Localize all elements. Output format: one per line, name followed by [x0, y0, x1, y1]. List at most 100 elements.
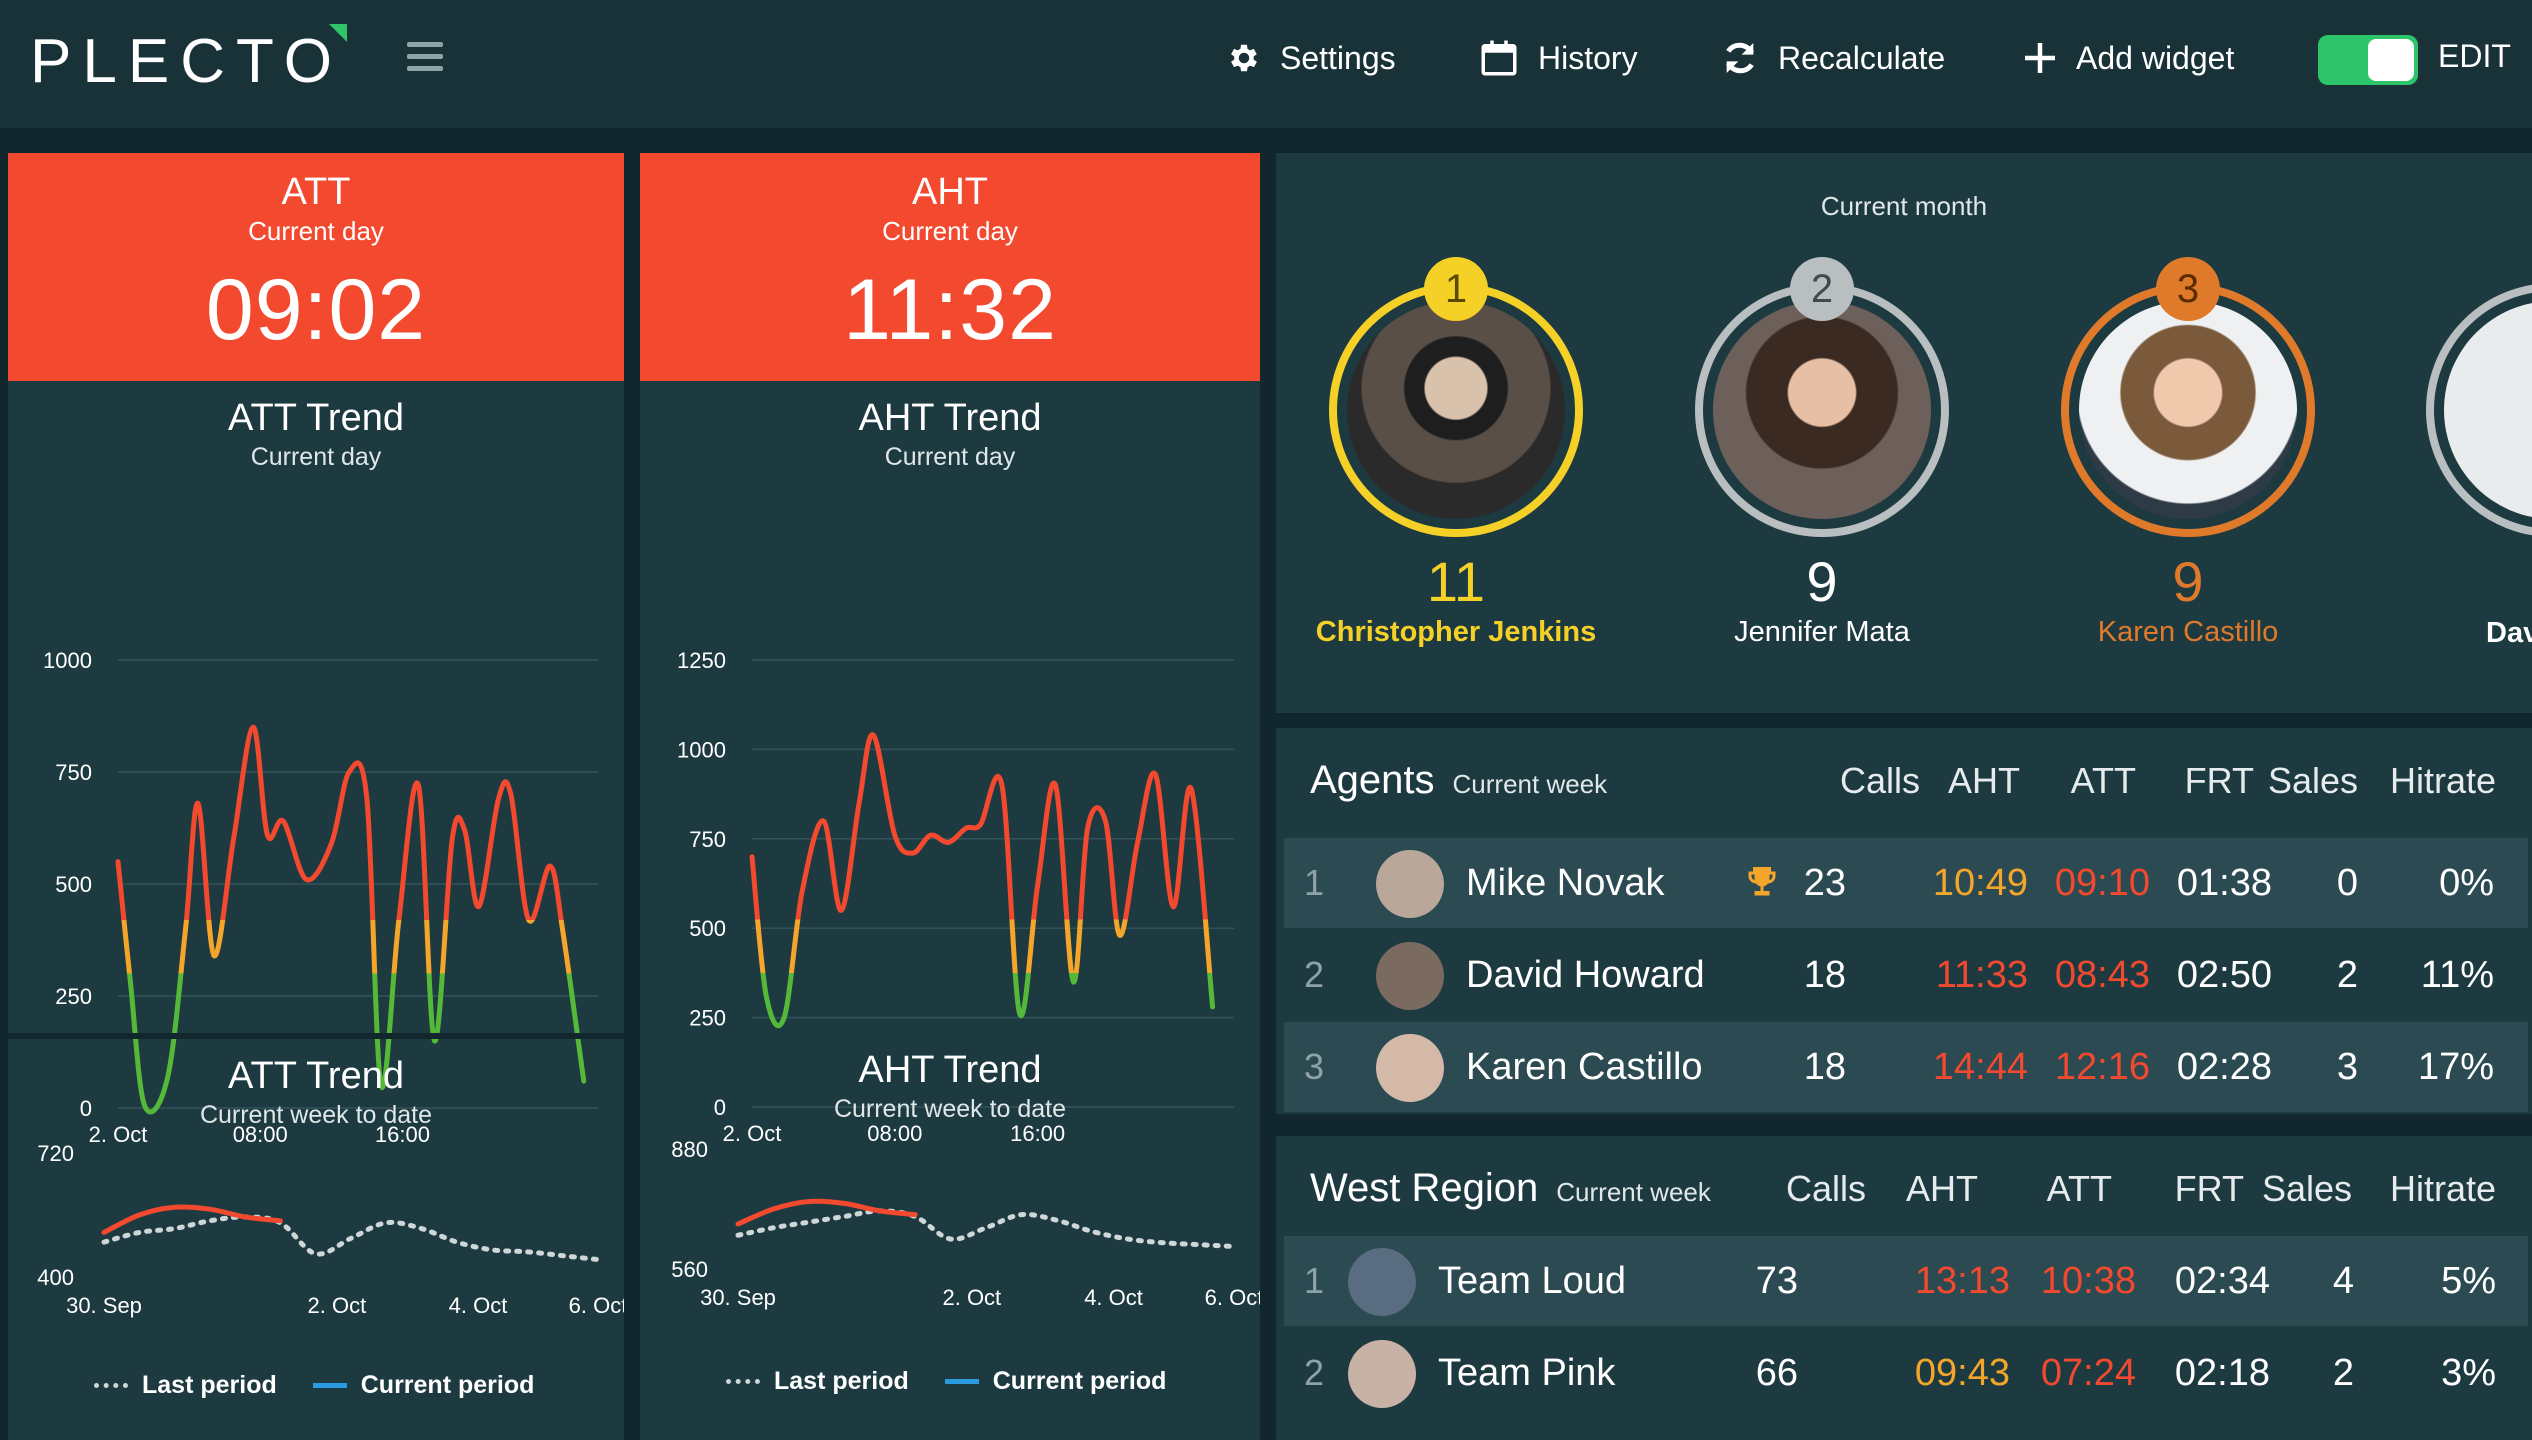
podium-entry-4[interactable]: Dav [2366, 283, 2532, 650]
col-sales[interactable]: Sales [2261, 1168, 2352, 1209]
podium-score [2366, 549, 2532, 615]
history-button[interactable]: History [1478, 36, 1638, 80]
x-tick-label: 2. Oct [89, 1122, 148, 1147]
row-sales: 3 [2336, 1046, 2358, 1088]
avatar-ring: 1 [1329, 257, 1583, 537]
settings-button[interactable]: Settings [1226, 36, 1396, 80]
att-kpi-value: 09:02 [205, 262, 427, 358]
col-frt[interactable]: FRT [2174, 1168, 2244, 1209]
table-row[interactable]: 1 Team Loud 73 13:13 10:38 02:34 4 5% [1284, 1236, 2528, 1326]
col-hitrate[interactable]: Hitrate [2389, 1168, 2496, 1209]
row-hitrate: 5% [2441, 1260, 2496, 1302]
history-label: History [1538, 39, 1638, 76]
row-rank: 1 [1304, 862, 1325, 903]
row-att: 10:38 [2040, 1260, 2136, 1302]
row-sales: 0 [2336, 862, 2358, 904]
table-row[interactable]: 2 David Howard 18 11:33 08:43 02:50 2 11% [1284, 930, 2528, 1020]
toggle-knob [2368, 39, 2414, 81]
trend-series-line [749, 732, 1216, 1028]
trophy-icon [1744, 864, 1780, 905]
y-tick-label: 720 [37, 1141, 74, 1166]
podium-name: Jennifer Mata [1734, 616, 1910, 648]
aht-week-chart[interactable]: 880 560 30. Sep 2. Oct 4. Oct 6. Oct [640, 1129, 1260, 1329]
avatar-photo [2444, 301, 2532, 519]
row-aht: 10:49 [1932, 862, 2028, 904]
row-calls: 73 [1755, 1260, 1798, 1302]
y-tick-label: 250 [689, 1006, 726, 1031]
gear-icon [1231, 44, 1257, 72]
podium-name: Karen Castillo [2097, 616, 2279, 648]
agents-table-title: Agents Current week [1310, 758, 1608, 802]
row-sales: 2 [2332, 1352, 2354, 1394]
x-tick-label: 30. Sep [66, 1293, 142, 1318]
x-tick-label: 08:00 [233, 1122, 288, 1147]
att-week-title: ATT Trend [228, 1055, 404, 1097]
row-aht: 14:44 [1932, 1046, 2028, 1088]
col-calls[interactable]: Calls [1785, 1168, 1866, 1209]
add-widget-button[interactable]: Add widget [2022, 36, 2234, 80]
last-period-line [101, 1214, 601, 1263]
avatar-photo [1713, 301, 1931, 519]
aht-kpi-title: AHT [912, 171, 988, 213]
att-week-chart[interactable]: 720 400 30. Sep 2. Oct 4. Oct 6. Oct [8, 1133, 624, 1333]
recalculate-button[interactable]: Recalculate [1720, 36, 1945, 80]
x-tick-label: 4. Oct [1084, 1285, 1143, 1310]
avatar [1348, 1248, 1416, 1316]
col-calls[interactable]: Calls [1839, 760, 1920, 801]
podium-entry-2[interactable]: 2 9 Jennifer Mata [1642, 257, 2002, 649]
col-hitrate[interactable]: Hitrate [2389, 760, 2496, 801]
y-tick-label: 560 [671, 1257, 708, 1282]
podium-entry-3[interactable]: 3 9 Karen Castillo [2008, 257, 2368, 649]
y-tick-label: 250 [55, 984, 92, 1009]
calendar-icon [1481, 40, 1517, 76]
table-row[interactable]: 1 Mike Novak 23 10:49 09:10 01:38 0 0% [1284, 838, 2528, 928]
podium-entry-1[interactable]: 1 11 Christopher Jenkins [1276, 257, 1636, 649]
trend-series-line [115, 724, 587, 1115]
x-tick-label: 2. Oct [308, 1293, 367, 1318]
col-frt[interactable]: FRT [2184, 760, 2254, 801]
row-aht: 09:43 [1914, 1352, 2010, 1394]
att-kpi-title: ATT [281, 171, 351, 213]
row-name: Team Pink [1438, 1352, 1616, 1394]
att-kpi-widget[interactable]: ATT Current day 09:02 [8, 153, 624, 381]
att-kpi-subtitle: Current day [248, 216, 384, 246]
y-tick-label: 1000 [677, 737, 726, 762]
legend-current-period: Current period [992, 1367, 1167, 1395]
x-tick-label: 08:00 [867, 1121, 922, 1146]
row-frt: 02:50 [2176, 954, 2272, 996]
current-period-line [735, 1198, 918, 1227]
col-aht[interactable]: AHT [1906, 1168, 1978, 1209]
avatar-photo [2079, 301, 2297, 519]
legend-dotted-swatch [726, 1379, 760, 1384]
row-frt: 02:28 [2176, 1046, 2272, 1088]
table-row[interactable]: 2 Team Pink 66 09:43 07:24 02:18 2 3% [1284, 1328, 2528, 1418]
y-tick-label: 500 [55, 872, 92, 897]
aht-week-subtitle: Current week to date [833, 1095, 1067, 1123]
table-row[interactable]: 3 Karen Castillo 18 14:44 12:16 02:28 3 17% [1284, 1022, 2528, 1112]
west-table-title: West Region Current week [1310, 1166, 1711, 1210]
plecto-logo[interactable]: PLECTO [30, 24, 347, 97]
att-trend-chart[interactable]: 1000 750 500 250 02. Oct 08:00 16:00 [8, 453, 624, 1213]
row-rank: 3 [1304, 1046, 1325, 1087]
west-period: Current week [1556, 1177, 1711, 1207]
col-aht[interactable]: AHT [1948, 760, 2020, 801]
row-name: Mike Novak [1466, 862, 1665, 904]
y-tick-label: 500 [689, 916, 726, 941]
west-region-table-panel: West Region Current week Calls AHT ATT FR… [1276, 1136, 2532, 1440]
row-att: 09:10 [2054, 862, 2150, 904]
top-bar: PLECTO Settings History Recalculate Add … [0, 0, 2532, 128]
aht-kpi-widget[interactable]: AHT Current day 11:32 [640, 153, 1260, 381]
aht-trend-chart[interactable]: 1250 1000 750 500 250 02. Oct 08:00 16:00 [640, 453, 1260, 1213]
row-calls: 66 [1755, 1352, 1798, 1394]
col-att[interactable]: ATT [2070, 760, 2136, 801]
col-sales[interactable]: Sales [2267, 760, 2358, 801]
aht-column-panel: AHT Current day 11:32 AHT Trend Current … [640, 153, 1260, 1440]
edit-toggle[interactable] [2318, 35, 2418, 85]
avatar [1376, 1034, 1444, 1102]
podium-score: 9 [2172, 550, 2204, 613]
col-att[interactable]: ATT [2046, 1168, 2112, 1209]
row-name: David Howard [1466, 954, 1705, 996]
y-tick-label: 880 [671, 1137, 708, 1162]
menu-icon[interactable] [407, 42, 443, 72]
x-tick-label: 16:00 [375, 1122, 430, 1147]
